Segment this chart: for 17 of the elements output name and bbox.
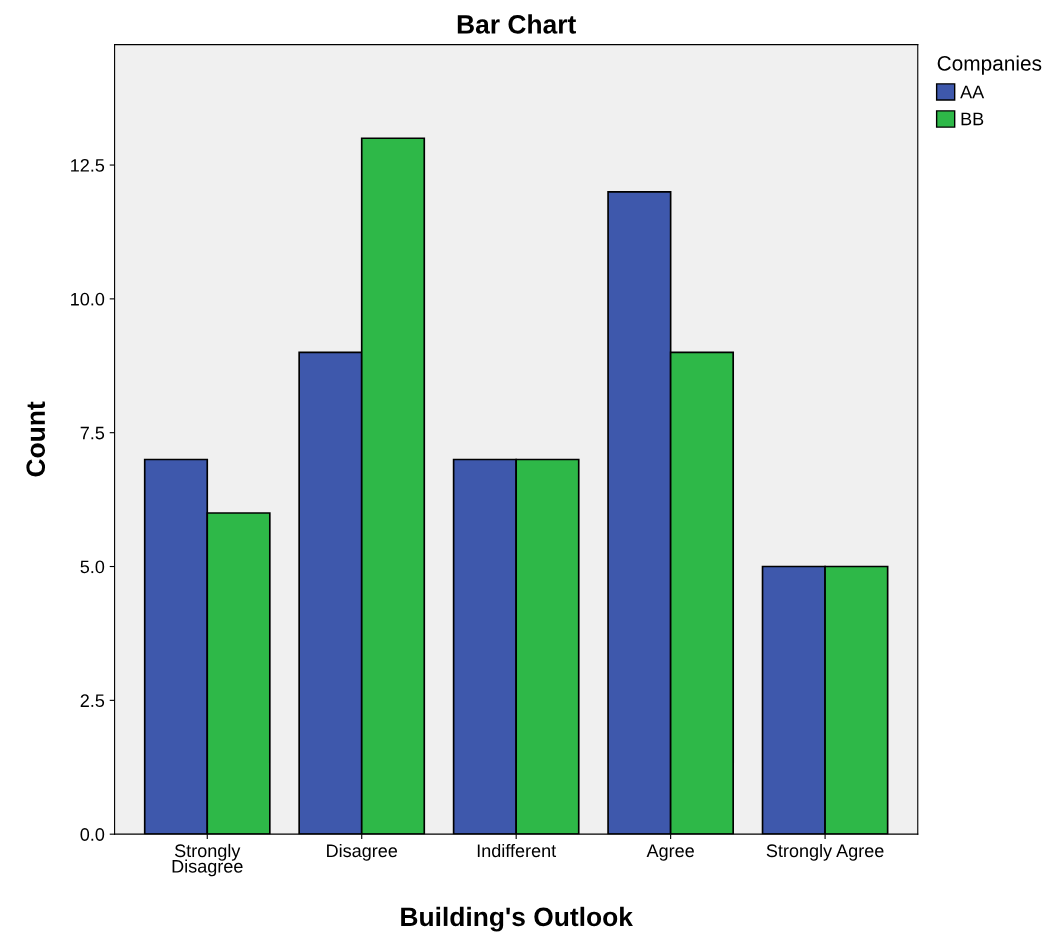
chart-title: Bar Chart [457,14,576,34]
y-tick-label: 5.0 [80,560,105,574]
x-tick-label: Strongly Disagree [172,843,243,877]
legend-label: AA [960,85,985,99]
x-tick-label: Strongly Agree [766,843,884,861]
y-tick-label: 2.5 [80,694,105,708]
y-tick-label: 10.0 [71,292,105,306]
legend-title: Companies [937,55,1042,75]
x-axis-title: Building's Outlook [401,906,633,932]
y-axis-title: Count [26,401,46,477]
x-tick-label: Indifferent [477,843,557,858]
x-tick-label: Agree [646,844,694,861]
y-tick-label: 12.5 [71,158,105,172]
x-tick-label: Disagree [327,843,398,861]
y-tick-label: 7.5 [80,426,105,440]
legend-label: BB [961,112,984,126]
y-tick-label: 0.0 [80,828,105,841]
